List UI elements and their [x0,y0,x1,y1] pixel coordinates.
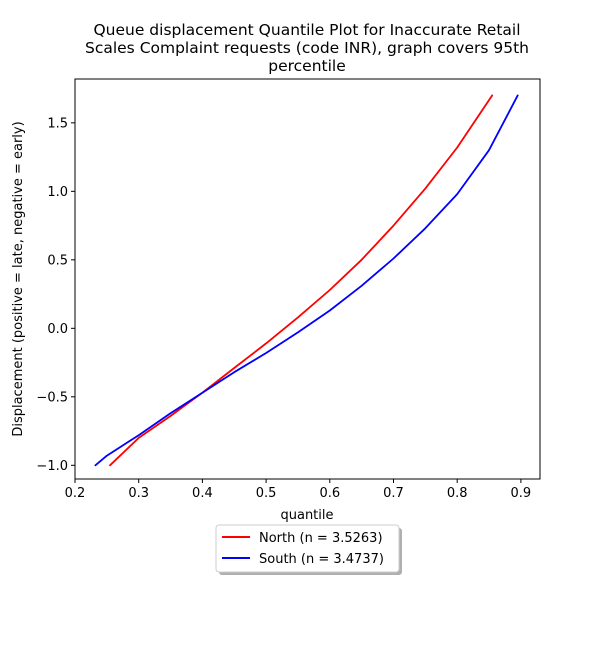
x-tick-label: 0.3 [128,486,149,501]
x-tick-label: 0.7 [383,486,404,501]
x-axis-label: quantile [280,508,333,523]
y-axis-label: Displacement (positive = late, negative … [11,121,26,436]
chart-title-line-1: Queue displacement Quantile Plot for Ina… [93,21,520,39]
chart-title-line-2: Scales Complaint requests (code INR), gr… [85,39,529,57]
series-line-north [109,94,494,467]
y-tick-label: −0.5 [36,390,68,405]
chart-title-line-3: percentile [268,57,346,75]
y-tick-label: 1.5 [47,116,68,131]
x-tick-label: 0.5 [256,486,277,501]
legend-label-south: South (n = 3.4737) [259,552,384,567]
y-tick-label: 1.0 [47,185,68,200]
x-tick-label: 0.6 [319,486,340,501]
legend-box [215,524,400,573]
series-line-south [94,94,519,467]
plot-frame [74,78,541,480]
x-tick-label: 0.8 [447,486,468,501]
x-tick-label: 0.4 [192,486,213,501]
y-tick-label: 0.5 [47,253,68,268]
plot-area [94,94,519,467]
legend-label-north: North (n = 3.5263) [259,531,383,546]
x-tick-label: 0.9 [511,486,532,501]
x-tick-label: 0.2 [65,486,86,501]
y-tick-label: 0.0 [47,322,68,337]
legend: North (n = 3.5263) South (n = 3.4737) [215,524,402,575]
y-tick-label: −1.0 [36,459,68,474]
